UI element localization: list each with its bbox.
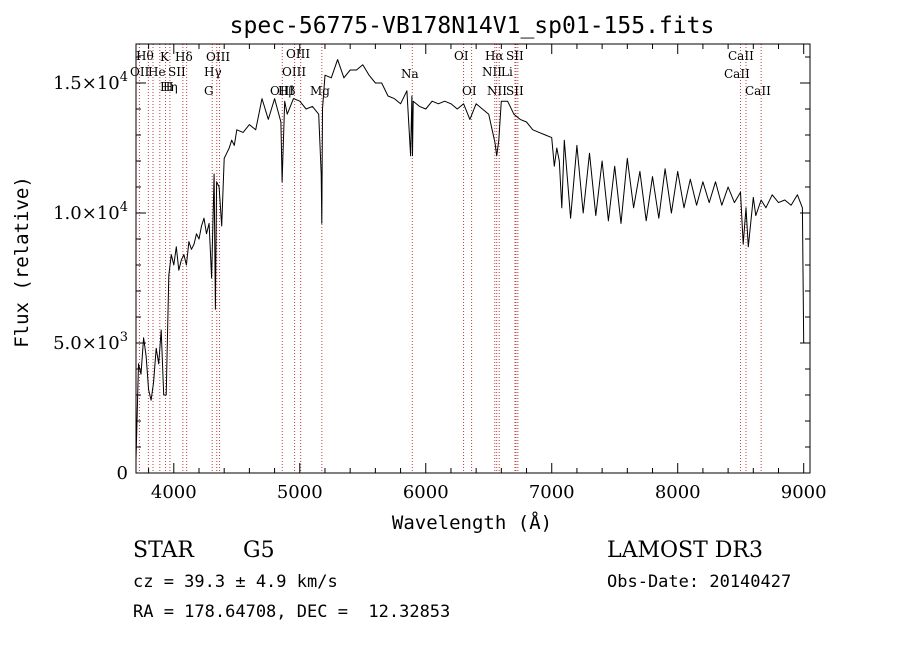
line-label-26: CaII xyxy=(724,67,750,81)
y-tick-label: 0 xyxy=(117,463,128,484)
x-axis-label: Wavelength (Å) xyxy=(392,511,552,534)
redshift-velocity: cz = 39.3 ± 4.9 km/s xyxy=(133,572,338,592)
line-label-10: Hγ xyxy=(204,65,222,79)
line-label-0: Hθ xyxy=(136,49,154,63)
line-label-27: CaII xyxy=(745,84,771,98)
line-label-16: Na xyxy=(401,67,419,81)
line-label-11: G xyxy=(204,84,214,98)
line-label-20: NII xyxy=(482,65,502,79)
line-label-5: K xyxy=(160,50,170,64)
line-label-2: OIII xyxy=(206,50,230,64)
line-label-12: OIII xyxy=(282,65,306,79)
y-axis-ticks: 0 5.0×103 1.0×104 1.5×104 xyxy=(53,56,810,484)
x-tick-label: 9000 xyxy=(781,482,827,503)
observation-date: Obs-Date: 20140427 xyxy=(607,572,792,592)
line-label-3: He xyxy=(148,65,166,79)
x-tick-label: 5000 xyxy=(277,482,323,503)
chart-title: spec-56775-VB178N14V1_sp01-155.fits xyxy=(230,13,715,39)
line-label-1: OII xyxy=(130,65,150,79)
spectral-subclass: G5 xyxy=(243,538,275,563)
x-tick-label: 8000 xyxy=(655,482,701,503)
spectrum-chart: spec-56775-VB178N14V1_sp01-155.fits Hθ OI… xyxy=(11,13,827,534)
line-label-6: H xyxy=(163,80,173,94)
y-tick-label: 1.0×104 xyxy=(53,200,128,224)
line-label-18: OI xyxy=(462,84,477,98)
line-label-22: SII xyxy=(506,49,524,63)
line-label-14: Hβ xyxy=(278,84,295,98)
line-label-9: OIII xyxy=(286,47,310,61)
spectrum-line xyxy=(135,59,805,461)
line-label-21: NII xyxy=(487,84,507,98)
line-label-7: Hδ xyxy=(175,50,193,64)
line-label-4: Hη xyxy=(160,80,178,94)
plot-frame xyxy=(135,43,811,474)
line-label-17: OI xyxy=(454,49,469,63)
line-label-8: SII xyxy=(168,65,186,79)
x-tick-label: 6000 xyxy=(403,482,449,503)
line-label-23: Li xyxy=(501,65,513,79)
spectral-line-markers xyxy=(138,44,762,473)
line-label-13: OIII xyxy=(270,84,294,98)
line-label-25: CaII xyxy=(728,49,754,63)
x-tick-label: 7000 xyxy=(529,482,575,503)
x-axis-ticks: 4000 5000 6000 7000 8000 9000 xyxy=(148,44,827,503)
survey-name: LAMOST DR3 xyxy=(607,538,763,563)
coordinates: RA = 178.64708, DEC = 12.32853 xyxy=(133,602,451,622)
object-class: STAR xyxy=(133,538,194,563)
y-tick-label: 5.0×103 xyxy=(53,330,128,354)
x-tick-label: 4000 xyxy=(151,482,197,503)
y-axis-label: Flux (relative) xyxy=(11,176,33,348)
y-tick-label: 1.5×104 xyxy=(53,70,128,94)
line-label-19: Hα xyxy=(485,49,504,63)
line-label-24: SII xyxy=(506,84,524,98)
line-label-15: Mg xyxy=(310,84,330,98)
